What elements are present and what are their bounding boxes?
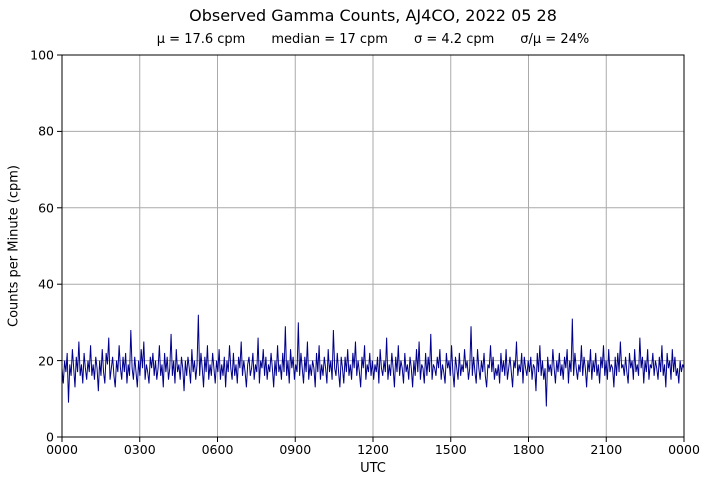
stat-mean: μ = 17.6 cpm xyxy=(156,32,246,47)
y-tick-label: 20 xyxy=(38,353,54,369)
y-tick-label: 0 xyxy=(46,429,54,445)
gamma-counts-line xyxy=(61,314,685,407)
x-tick-label: 0000 xyxy=(46,442,78,457)
axis-frame xyxy=(61,54,685,438)
x-tick-label: 1800 xyxy=(512,442,545,457)
plot-area xyxy=(57,54,685,442)
chart-title: Observed Gamma Counts, AJ4CO, 2022 05 28 xyxy=(189,6,557,25)
x-tick-label: 1200 xyxy=(357,442,389,457)
x-tick-label: 1500 xyxy=(434,442,467,457)
y-tick-label: 40 xyxy=(38,276,54,292)
y-tick-label: 80 xyxy=(38,123,54,139)
x-axis-label: UTC xyxy=(360,461,386,476)
x-tick-label: 0000 xyxy=(668,442,700,457)
y-tick-label: 60 xyxy=(38,200,54,216)
y-axis-label: Counts per Minute (cpm) xyxy=(6,165,22,327)
stat-sigma: σ = 4.2 cpm xyxy=(413,32,495,47)
y-tick-label: 100 xyxy=(30,47,54,63)
chart-stats-line: μ = 17.6 cpm median = 17 cpm σ = 4.2 cpm… xyxy=(62,32,684,47)
stat-sigma-over-mu: σ/μ = 24% xyxy=(520,32,590,47)
stat-median: median = 17 cpm xyxy=(271,32,388,47)
x-tick-label: 0600 xyxy=(201,442,234,457)
x-tick-label: 0900 xyxy=(279,442,312,457)
x-tick-label: 0300 xyxy=(123,442,156,457)
x-tick-label: 2100 xyxy=(590,442,623,457)
